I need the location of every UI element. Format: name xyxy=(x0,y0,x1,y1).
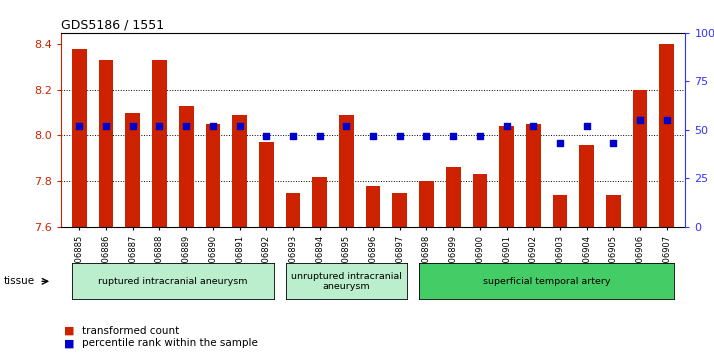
Bar xyxy=(393,193,407,227)
Bar xyxy=(178,106,193,227)
Bar xyxy=(419,181,434,227)
Bar xyxy=(633,90,648,227)
Text: ruptured intracranial aneurysm: ruptured intracranial aneurysm xyxy=(98,277,248,286)
Point xyxy=(634,117,645,123)
Point xyxy=(234,123,246,129)
Bar xyxy=(312,177,327,227)
Point xyxy=(367,133,378,139)
Bar xyxy=(473,174,487,227)
Text: unruptured intracranial
aneurysm: unruptured intracranial aneurysm xyxy=(291,272,402,291)
Bar xyxy=(99,60,114,227)
Point xyxy=(661,117,673,123)
Point xyxy=(74,123,85,129)
Bar xyxy=(259,142,273,227)
Point xyxy=(608,140,619,146)
Bar xyxy=(206,124,220,227)
Bar xyxy=(606,195,620,227)
Bar xyxy=(553,195,568,227)
Text: tissue: tissue xyxy=(4,276,35,286)
Point xyxy=(501,123,512,129)
Text: superficial temporal artery: superficial temporal artery xyxy=(483,277,610,286)
Point xyxy=(207,123,218,129)
Bar xyxy=(72,49,86,227)
Bar xyxy=(579,144,594,227)
Text: transformed count: transformed count xyxy=(82,326,179,336)
Point xyxy=(101,123,112,129)
Text: ■: ■ xyxy=(64,338,75,348)
Point xyxy=(127,123,139,129)
Point xyxy=(261,133,272,139)
Text: GDS5186 / 1551: GDS5186 / 1551 xyxy=(61,19,164,32)
Point xyxy=(181,123,192,129)
Point xyxy=(528,123,539,129)
Point xyxy=(554,140,565,146)
Bar xyxy=(339,115,353,227)
Bar xyxy=(126,113,140,227)
Bar xyxy=(446,167,461,227)
Bar xyxy=(660,44,674,227)
Point xyxy=(287,133,298,139)
Point xyxy=(394,133,406,139)
Bar xyxy=(232,115,247,227)
Bar xyxy=(526,124,540,227)
Point xyxy=(314,133,326,139)
Point xyxy=(421,133,432,139)
Bar xyxy=(286,193,301,227)
Point xyxy=(154,123,165,129)
Text: percentile rank within the sample: percentile rank within the sample xyxy=(82,338,258,348)
Point xyxy=(341,123,352,129)
Bar xyxy=(152,60,167,227)
Bar xyxy=(499,126,514,227)
Text: ■: ■ xyxy=(64,326,75,336)
Point xyxy=(474,133,486,139)
Point xyxy=(581,123,593,129)
Point xyxy=(448,133,459,139)
Bar xyxy=(366,186,381,227)
